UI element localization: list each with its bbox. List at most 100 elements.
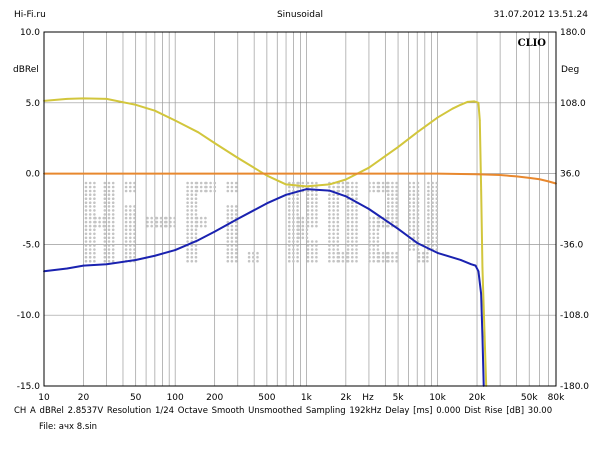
watermark-dot	[416, 181, 420, 185]
watermark-dot	[412, 205, 416, 208]
watermark-dot	[332, 201, 335, 204]
watermark-dot	[341, 185, 345, 189]
watermark-dot	[306, 220, 310, 224]
series-point-0	[197, 239, 200, 242]
watermark-dot	[107, 259, 111, 263]
watermark-dot	[346, 189, 350, 193]
watermark-dot	[355, 259, 358, 263]
x-tick-label: 50k	[521, 393, 538, 403]
watermark-dot	[431, 228, 434, 232]
watermark-dot	[292, 251, 295, 255]
watermark-dot	[395, 197, 398, 200]
series-point-2	[305, 172, 308, 175]
watermark-dot	[391, 205, 394, 208]
watermark-dot	[315, 240, 318, 243]
watermark-dot	[256, 259, 259, 263]
watermark-dot	[129, 185, 132, 189]
watermark-dot	[186, 213, 189, 216]
watermark-dot	[288, 201, 291, 204]
watermark-dot	[416, 209, 420, 212]
watermark-dot	[133, 209, 136, 212]
watermark-dot	[186, 224, 189, 228]
watermark-dot	[336, 232, 340, 236]
watermark-dot	[194, 255, 198, 259]
watermark-dot	[351, 205, 354, 208]
watermark-dot	[355, 193, 358, 196]
watermark-dot	[351, 236, 354, 240]
watermark-dot	[103, 209, 107, 212]
watermark-dot	[84, 209, 88, 212]
watermark-dot	[351, 181, 354, 185]
watermark-dot	[129, 220, 132, 224]
y-left-axis-label: dBRel	[13, 65, 39, 75]
series-point-0	[328, 189, 331, 192]
watermark-dot	[209, 185, 212, 189]
watermark-dot	[226, 189, 230, 193]
watermark-dot	[391, 259, 394, 263]
y-left-tick-labels: 10.0 5.0 0.0 -5.0 -10.0 -15.0	[17, 28, 41, 392]
watermark-dot	[107, 197, 111, 200]
watermark-dot	[395, 201, 398, 204]
watermark-dot	[93, 205, 96, 208]
watermark-dot	[84, 240, 88, 243]
measurement-settings: CH A dBRel 2.8537V Resolution 1/24 Octav…	[14, 406, 553, 416]
watermark-dot	[186, 197, 189, 200]
watermark-dot	[355, 189, 358, 193]
watermark-dot	[107, 216, 111, 220]
watermark-dot	[159, 216, 163, 220]
watermark-dot	[93, 197, 96, 200]
watermark-dot	[234, 232, 238, 236]
watermark-dot	[169, 220, 172, 224]
series-point-1	[285, 183, 287, 186]
watermark-dot	[336, 220, 340, 224]
y-left-tick-label: 5.0	[26, 99, 41, 109]
watermark-dot	[355, 224, 358, 228]
x-tick-label: 5k	[393, 393, 405, 403]
watermark-dot	[416, 205, 420, 208]
watermark-dot	[234, 185, 238, 189]
x-tick-label: 20	[78, 393, 90, 403]
watermark-dot	[336, 228, 340, 232]
watermark-dot	[368, 228, 371, 232]
watermark-dot	[431, 224, 434, 228]
x-tick-label: 2k	[340, 393, 352, 403]
watermark-dot	[328, 205, 331, 208]
watermark-dot	[133, 244, 136, 247]
watermark-dot	[84, 189, 88, 193]
watermark-dot	[328, 185, 331, 189]
watermark-dot	[337, 259, 341, 263]
watermark-dot	[84, 220, 88, 224]
watermark-dot	[107, 220, 111, 224]
watermark-dot	[315, 181, 318, 185]
watermark-dot	[416, 185, 420, 189]
watermark-dot	[395, 209, 398, 212]
watermark-dot	[124, 185, 128, 189]
watermark-dot	[381, 220, 385, 224]
watermark-dot	[292, 224, 295, 228]
watermark-dot	[288, 220, 291, 224]
watermark-dot	[111, 201, 115, 204]
watermark-dot	[310, 224, 314, 228]
watermark-dot	[296, 255, 299, 259]
series-point-0	[397, 227, 399, 230]
watermark-dot	[351, 255, 354, 259]
watermark-dot	[351, 193, 354, 196]
watermark-dot	[103, 228, 107, 232]
watermark-dot	[288, 205, 291, 208]
watermark-dot	[107, 240, 111, 243]
watermark-dot	[377, 189, 381, 193]
watermark-dot	[387, 193, 390, 196]
series-point-1	[480, 188, 483, 191]
watermark-dot	[226, 259, 230, 263]
watermark-dot	[391, 197, 394, 200]
watermark-dot	[209, 181, 212, 185]
watermark-dot	[301, 224, 305, 228]
watermark-dot	[230, 181, 234, 185]
watermark-dot	[195, 220, 199, 224]
watermark-dot	[381, 251, 385, 255]
series-point-0	[174, 249, 177, 251]
watermark-dot	[226, 232, 230, 236]
watermark-dot	[427, 201, 430, 204]
watermark-dot	[416, 201, 420, 204]
watermark-dot	[93, 189, 96, 193]
